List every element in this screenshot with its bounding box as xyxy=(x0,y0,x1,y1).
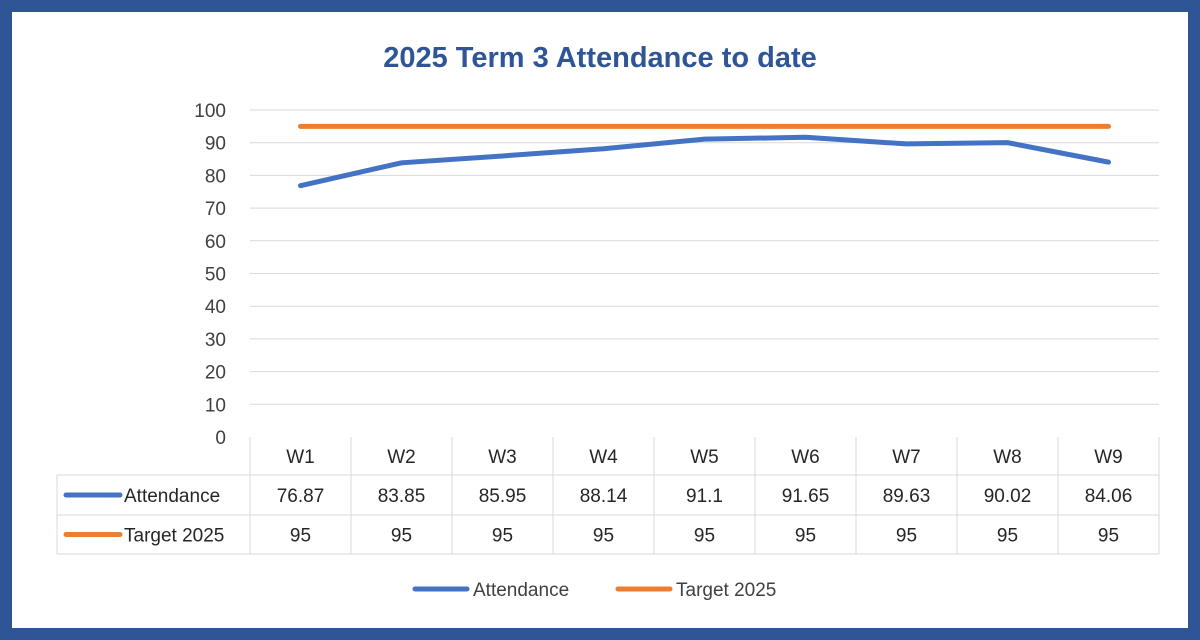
x-tick-label: W6 xyxy=(791,447,820,468)
x-tick-label: W5 xyxy=(690,447,719,468)
y-tick-label: 10 xyxy=(205,395,226,416)
data-label: 90.02 xyxy=(984,486,1032,507)
chart-frame: 2025 Term 3 Attendance to date 0 10 20 30 40… xyxy=(12,12,1188,628)
y-tick-label: 80 xyxy=(205,166,226,187)
data-label: 89.63 xyxy=(883,486,931,507)
y-axis-ticks: 0 10 20 30 40 50 60 70 80 90 100 xyxy=(194,101,226,449)
data-label: 88.14 xyxy=(580,486,628,507)
series-line-attendance xyxy=(298,134,1111,189)
x-tick-label: W3 xyxy=(488,447,517,468)
x-tick-label: W4 xyxy=(589,447,618,468)
x-tick-label: W8 xyxy=(993,447,1022,468)
y-tick-label: 40 xyxy=(205,297,226,318)
y-tick-label: 50 xyxy=(205,265,226,286)
plot-series xyxy=(298,123,1111,189)
data-label: 83.85 xyxy=(378,486,426,507)
y-tick-label: 60 xyxy=(205,232,226,253)
data-label: 95 xyxy=(593,526,614,547)
chart-title: 2025 Term 3 Attendance to date xyxy=(383,42,817,74)
data-label: 91.65 xyxy=(782,486,830,507)
y-tick-label: 100 xyxy=(194,101,226,122)
chart: 2025 Term 3 Attendance to date 0 10 20 30 40… xyxy=(56,42,1160,601)
data-label: 95 xyxy=(997,526,1018,547)
data-label: 95 xyxy=(290,526,311,547)
data-label: 85.95 xyxy=(479,486,527,507)
y-tick-label: 20 xyxy=(205,363,226,384)
x-tick-label: W9 xyxy=(1094,447,1123,468)
data-label: 95 xyxy=(795,526,816,547)
table-series-name: Attendance xyxy=(124,486,220,507)
x-tick-label: W7 xyxy=(892,447,921,468)
data-label: 76.87 xyxy=(277,486,325,507)
y-tick-label: 70 xyxy=(205,199,226,220)
data-label: 95 xyxy=(391,526,412,547)
gridlines xyxy=(250,109,1159,405)
data-label: 84.06 xyxy=(1085,486,1133,507)
data-table: W1 W2 W3 W4 W5 W6 W7 W8 W9 Attendance 76.87 83.85 85… xyxy=(56,437,1160,555)
y-tick-label: 90 xyxy=(205,134,226,155)
data-label: 95 xyxy=(694,526,715,547)
y-tick-label: 30 xyxy=(205,330,226,351)
data-label: 95 xyxy=(896,526,917,547)
data-label: 95 xyxy=(1098,526,1119,547)
data-label: 95 xyxy=(492,526,513,547)
legend-label: Attendance xyxy=(473,580,569,601)
y-tick-label: 0 xyxy=(215,428,226,449)
table-series-name: Target 2025 xyxy=(124,526,224,547)
x-tick-label: W2 xyxy=(387,447,416,468)
legend-label: Target 2025 xyxy=(676,580,776,601)
data-label: 91.1 xyxy=(686,486,723,507)
legend: Attendance Target 2025 xyxy=(412,580,776,601)
x-tick-label: W1 xyxy=(286,447,315,468)
